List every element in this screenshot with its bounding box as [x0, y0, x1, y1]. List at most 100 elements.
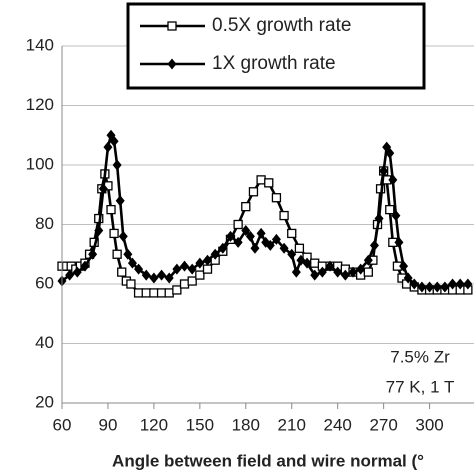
marker	[203, 254, 213, 266]
marker	[287, 248, 297, 260]
marker	[172, 285, 182, 295]
marker	[425, 281, 435, 293]
marker	[403, 272, 413, 284]
marker	[265, 239, 275, 251]
marker	[149, 288, 159, 298]
marker	[115, 195, 125, 207]
marker	[379, 165, 389, 177]
y-tick-label: 80	[35, 214, 54, 233]
marker	[256, 227, 266, 239]
y-tick-label: 60	[35, 273, 54, 292]
marker	[291, 266, 301, 278]
marker	[250, 242, 260, 254]
legend-box	[126, 2, 426, 90]
marker	[374, 213, 384, 225]
marker	[172, 263, 182, 275]
marker	[65, 269, 75, 281]
marker	[112, 159, 122, 171]
marker	[287, 228, 297, 239]
marker	[187, 276, 197, 286]
series-line	[61, 131, 468, 289]
marker	[180, 260, 190, 272]
marker	[202, 264, 213, 274]
marker	[179, 279, 190, 289]
marker	[279, 210, 289, 221]
marker	[385, 147, 395, 159]
marker	[117, 267, 127, 277]
marker	[248, 187, 259, 197]
marker	[141, 269, 151, 281]
marker	[157, 269, 167, 281]
y-tick-label: 100	[26, 154, 54, 173]
legend-label: 0.5X growth rate	[212, 15, 351, 36]
marker	[241, 224, 251, 236]
marker	[399, 260, 409, 272]
x-tick-label: 150	[186, 415, 214, 434]
marker	[195, 257, 205, 269]
x-axis-label: Angle between field and wire normal (°	[112, 451, 424, 470]
x-tick-label: 210	[278, 415, 306, 434]
marker	[294, 243, 305, 253]
marker	[141, 288, 151, 298]
y-tick-label: 140	[26, 35, 54, 54]
marker	[133, 288, 144, 298]
marker	[409, 278, 419, 290]
marker	[325, 260, 335, 272]
marker	[333, 266, 343, 278]
marker	[388, 174, 398, 186]
marker	[271, 193, 282, 203]
marker	[391, 210, 401, 222]
marker	[98, 183, 108, 195]
marker	[340, 269, 350, 281]
marker	[356, 263, 366, 275]
x-tick-label: 300	[415, 415, 443, 434]
x-tick-label: 90	[98, 415, 117, 434]
marker	[225, 230, 235, 242]
marker	[348, 266, 358, 278]
y-tick-label: 20	[35, 392, 54, 411]
marker	[369, 239, 379, 251]
marker	[88, 248, 98, 260]
marker	[195, 270, 205, 280]
marker	[310, 269, 320, 281]
x-tick-label: 180	[232, 415, 260, 434]
marker	[218, 242, 228, 254]
marker	[256, 175, 266, 185]
marker	[394, 236, 404, 248]
marker	[149, 272, 159, 284]
marker	[109, 135, 119, 147]
marker	[126, 279, 136, 289]
marker	[112, 249, 122, 259]
marker	[271, 233, 281, 245]
marker	[167, 21, 177, 31]
marker	[103, 141, 113, 153]
marker	[127, 257, 137, 269]
marker	[167, 58, 177, 70]
marker	[109, 228, 119, 239]
marker	[123, 248, 133, 260]
marker	[187, 263, 197, 275]
marker	[233, 219, 243, 230]
marker	[448, 278, 458, 290]
annotation: 7.5% Zr	[390, 347, 450, 366]
annotation: 77 K, 1 T	[386, 377, 455, 396]
marker	[310, 258, 320, 268]
marker	[94, 224, 104, 236]
marker	[385, 204, 395, 215]
y-tick-label: 40	[35, 333, 54, 352]
marker	[106, 204, 116, 215]
marker	[134, 263, 144, 275]
y-tick-label: 120	[26, 95, 54, 114]
marker	[245, 230, 255, 242]
marker	[417, 281, 427, 293]
marker	[241, 201, 251, 212]
x-tick-label: 60	[53, 415, 72, 434]
marker	[118, 230, 128, 242]
marker	[210, 248, 220, 260]
marker	[463, 278, 473, 290]
x-tick-label: 270	[369, 415, 397, 434]
marker	[455, 278, 465, 290]
marker	[72, 266, 82, 278]
marker	[164, 272, 174, 284]
